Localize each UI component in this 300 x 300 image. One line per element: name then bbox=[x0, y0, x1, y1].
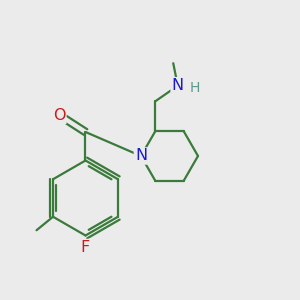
Text: N: N bbox=[135, 148, 147, 164]
Text: F: F bbox=[81, 240, 90, 255]
Text: N: N bbox=[172, 78, 184, 93]
Text: H: H bbox=[190, 81, 200, 95]
Text: O: O bbox=[53, 108, 65, 123]
